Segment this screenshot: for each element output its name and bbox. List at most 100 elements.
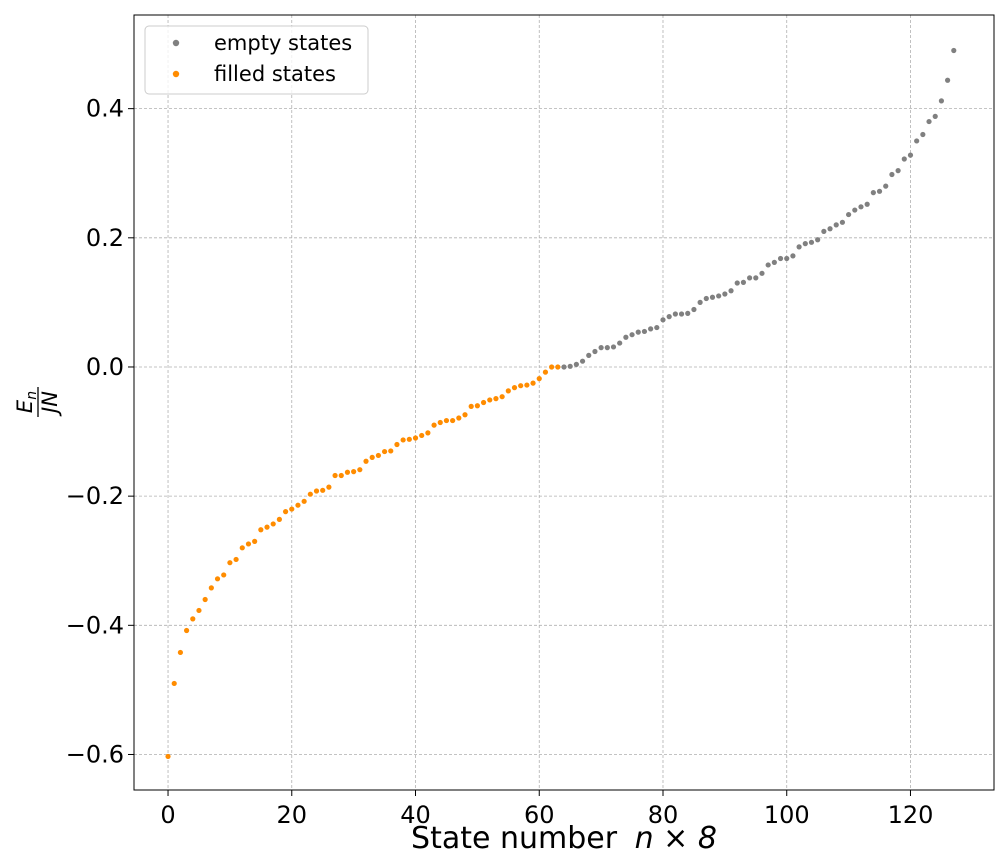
data-point-empty-states — [926, 118, 932, 125]
x-tick-label: 120 — [888, 801, 934, 829]
data-point-empty-states — [747, 275, 753, 281]
x-tick-label: 20 — [276, 801, 307, 829]
data-point-empty-states — [623, 334, 629, 340]
data-point-filled-states — [450, 417, 456, 424]
data-point-empty-states — [728, 288, 734, 294]
data-point-empty-states — [592, 348, 598, 355]
data-point-empty-states — [796, 244, 802, 250]
data-point-empty-states — [654, 324, 660, 331]
data-point-empty-states — [753, 275, 759, 281]
data-point-filled-states — [487, 397, 493, 403]
data-point-empty-states — [641, 328, 648, 335]
data-point-filled-states — [518, 383, 524, 389]
data-point-filled-states — [245, 541, 252, 547]
data-point-filled-states — [375, 452, 381, 459]
data-point-filled-states — [381, 448, 388, 455]
data-point-empty-states — [895, 168, 901, 174]
y-tick-label: 0.4 — [86, 95, 124, 123]
data-point-filled-states — [264, 524, 270, 530]
data-point-empty-states — [920, 131, 926, 138]
data-point-filled-states — [437, 419, 443, 426]
data-point-empty-states — [821, 228, 827, 234]
x-tick-label: 100 — [764, 801, 810, 829]
data-point-filled-states — [258, 527, 264, 533]
data-point-empty-states — [666, 314, 672, 320]
data-point-empty-states — [635, 329, 641, 335]
data-point-filled-states — [214, 576, 221, 582]
data-point-filled-states — [524, 382, 530, 388]
x-axis-label-text: State number — [411, 821, 618, 856]
data-point-empty-states — [765, 262, 771, 268]
data-point-empty-states — [790, 253, 796, 259]
data-point-filled-states — [183, 627, 190, 634]
data-point-filled-states — [480, 399, 487, 406]
x-axis-label: State number n × 8 — [411, 821, 717, 856]
y-tick-label: −0.2 — [66, 482, 124, 510]
data-point-empty-states — [561, 364, 567, 370]
y-tick-label: −0.4 — [66, 611, 124, 639]
y-tick-label: 0.0 — [86, 353, 124, 381]
legend-label-empty-states: empty states — [214, 31, 352, 55]
data-point-empty-states — [802, 241, 808, 247]
x-tick-label: 40 — [400, 801, 431, 829]
data-point-empty-states — [907, 152, 914, 158]
data-point-empty-states — [740, 279, 747, 285]
data-point-empty-states — [839, 219, 846, 225]
data-point-empty-states — [759, 270, 765, 276]
data-point-empty-states — [846, 211, 852, 218]
x-tick-label: 0 — [160, 801, 175, 829]
data-point-empty-states — [827, 226, 833, 232]
y-axis-label: En JN — [13, 387, 62, 417]
x-tick-label: 80 — [648, 801, 679, 829]
data-point-filled-states — [227, 560, 233, 566]
data-point-filled-states — [332, 472, 338, 479]
data-point-empty-states — [815, 237, 821, 243]
data-point-filled-states — [425, 430, 431, 436]
data-point-empty-states — [938, 98, 945, 104]
data-point-empty-states — [864, 201, 870, 207]
data-point-filled-states — [320, 487, 326, 493]
data-point-filled-states — [239, 545, 245, 551]
data-point-filled-states — [530, 380, 536, 386]
data-point-filled-states — [549, 364, 555, 370]
data-point-filled-states — [388, 448, 394, 454]
legend-label-filled-states: filled states — [214, 62, 336, 86]
y-axis-label-denominator: JN — [38, 391, 62, 417]
ticks-layer: 0 20 40 60 80 100 120 −0.6 −0.4 −0.2 0.0 0.2 0.4 — [66, 95, 934, 829]
data-point-filled-states — [406, 436, 412, 442]
data-point-filled-states — [462, 412, 468, 418]
legend: empty states filled states — [144, 25, 369, 95]
legend-box — [144, 25, 369, 95]
data-point-filled-states — [555, 364, 561, 370]
data-point-filled-states — [171, 680, 177, 687]
data-point-empty-states — [598, 345, 604, 351]
data-point-empty-states — [883, 183, 889, 189]
data-point-empty-states — [660, 317, 666, 323]
data-point-empty-states — [697, 299, 703, 305]
data-point-filled-states — [313, 488, 320, 494]
data-point-empty-states — [709, 294, 716, 300]
data-point-filled-states — [394, 441, 400, 448]
legend-marker-empty-states — [172, 39, 180, 47]
data-point-filled-states — [301, 498, 307, 504]
y-axis-label-numerator: En — [13, 391, 40, 413]
data-point-empty-states — [833, 222, 839, 228]
legend-marker-filled-states — [172, 70, 180, 78]
y-tick-label: 0.2 — [86, 224, 124, 252]
data-point-empty-states — [579, 358, 586, 364]
data-point-filled-states — [326, 484, 332, 490]
data-point-empty-states — [889, 171, 895, 178]
data-point-empty-states — [703, 295, 709, 302]
data-point-empty-states — [771, 259, 777, 265]
data-point-empty-states — [691, 306, 697, 313]
data-point-filled-states — [363, 458, 369, 464]
data-point-empty-states — [808, 239, 815, 245]
data-point-empty-states — [722, 291, 728, 297]
x-tick-label: 60 — [524, 801, 555, 829]
data-point-empty-states — [932, 113, 938, 119]
data-point-filled-states — [351, 469, 357, 475]
data-point-filled-states — [419, 432, 425, 439]
x-axis-label-math: n × 8 — [635, 821, 717, 856]
data-point-empty-states — [586, 352, 592, 358]
data-point-filled-states — [443, 417, 450, 424]
